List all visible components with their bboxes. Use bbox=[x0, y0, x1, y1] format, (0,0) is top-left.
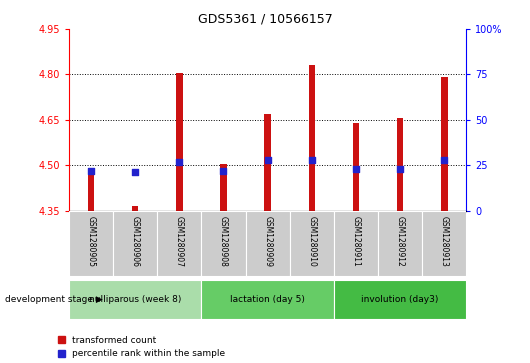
Bar bbox=[157, 211, 201, 276]
Point bbox=[307, 157, 316, 163]
Text: GDS5361 / 10566157: GDS5361 / 10566157 bbox=[198, 13, 332, 26]
Text: lactation (day 5): lactation (day 5) bbox=[230, 295, 305, 304]
Bar bbox=[220, 164, 227, 211]
Text: GSM1280908: GSM1280908 bbox=[219, 216, 228, 267]
Text: involution (day3): involution (day3) bbox=[361, 295, 439, 304]
Text: GSM1280906: GSM1280906 bbox=[131, 216, 139, 267]
Point bbox=[440, 157, 448, 163]
Bar bbox=[201, 211, 245, 276]
Bar bbox=[352, 123, 359, 211]
Bar bbox=[176, 73, 183, 211]
Bar bbox=[69, 280, 201, 319]
Bar bbox=[397, 118, 403, 211]
Bar bbox=[69, 211, 113, 276]
Text: GSM1280907: GSM1280907 bbox=[175, 216, 184, 267]
Point bbox=[219, 168, 228, 174]
Bar bbox=[201, 280, 334, 319]
Point bbox=[263, 157, 272, 163]
Text: GSM1280909: GSM1280909 bbox=[263, 216, 272, 267]
Bar bbox=[334, 280, 466, 319]
Text: GSM1280905: GSM1280905 bbox=[86, 216, 95, 267]
Point bbox=[175, 159, 183, 164]
Bar bbox=[441, 77, 448, 211]
Bar bbox=[334, 211, 378, 276]
Bar bbox=[308, 65, 315, 211]
Point bbox=[396, 166, 404, 172]
Text: nulliparous (week 8): nulliparous (week 8) bbox=[89, 295, 181, 304]
Bar bbox=[132, 206, 138, 211]
Bar bbox=[378, 211, 422, 276]
Legend: transformed count, percentile rank within the sample: transformed count, percentile rank withi… bbox=[58, 336, 225, 359]
Point bbox=[87, 168, 95, 174]
Text: GSM1280913: GSM1280913 bbox=[440, 216, 449, 267]
Point bbox=[352, 166, 360, 172]
Text: GSM1280912: GSM1280912 bbox=[396, 216, 404, 266]
Bar bbox=[422, 211, 466, 276]
Text: GSM1280911: GSM1280911 bbox=[351, 216, 360, 266]
Point bbox=[131, 170, 139, 175]
Bar bbox=[113, 211, 157, 276]
Text: GSM1280910: GSM1280910 bbox=[307, 216, 316, 267]
Bar bbox=[87, 168, 94, 211]
Text: development stage ▶: development stage ▶ bbox=[5, 295, 103, 304]
Bar bbox=[245, 211, 290, 276]
Bar bbox=[290, 211, 334, 276]
Bar bbox=[264, 114, 271, 211]
